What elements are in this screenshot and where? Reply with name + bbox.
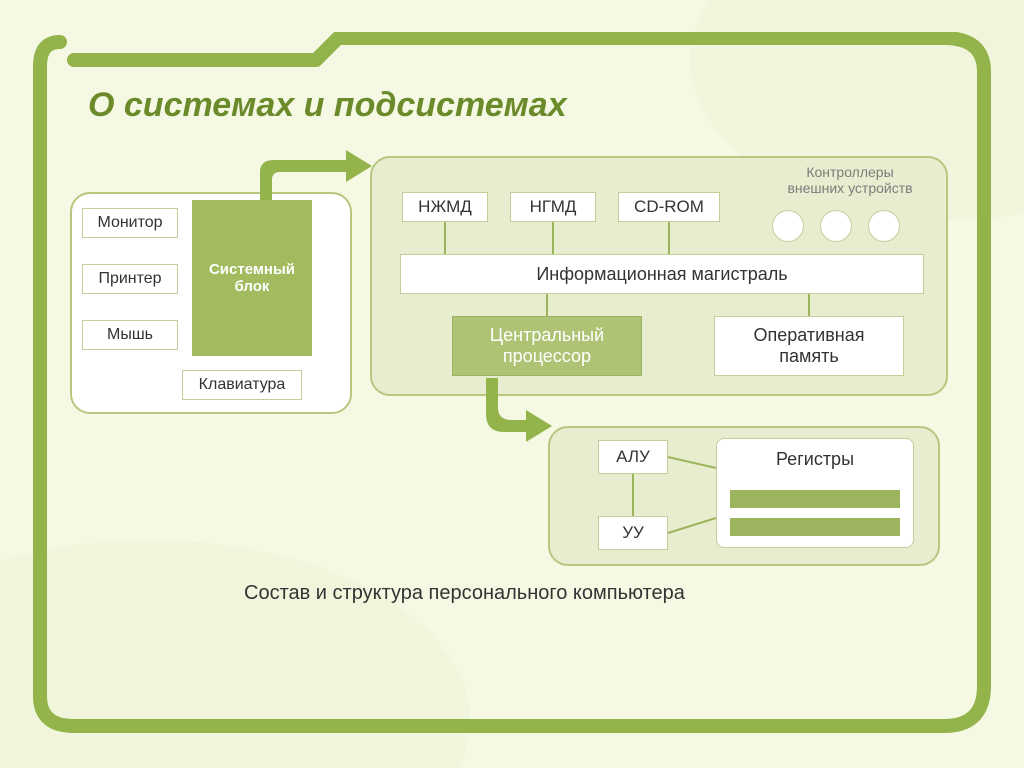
connectors bbox=[0, 0, 1024, 768]
